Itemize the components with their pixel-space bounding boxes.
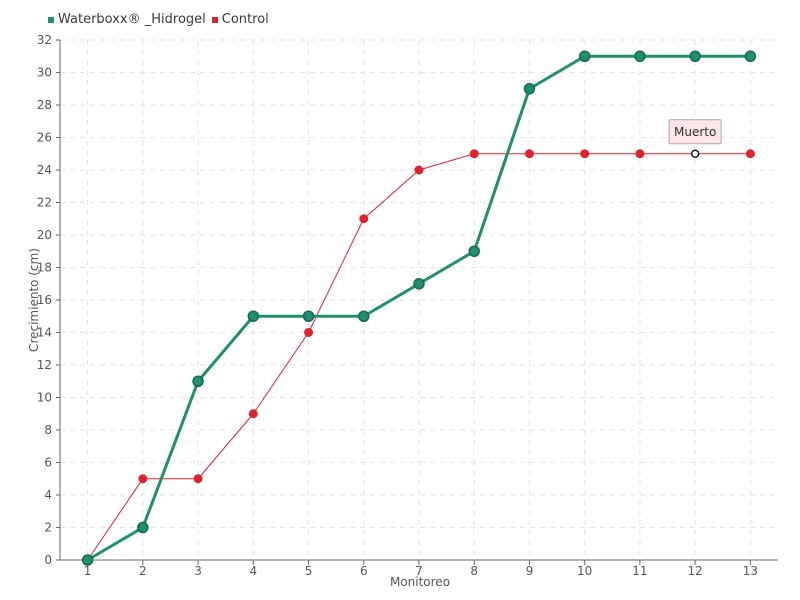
data-point-waterboxx-hidrogel — [578, 50, 591, 62]
legend-item-waterboxx[interactable]: Waterboxx® _Hidrogel — [48, 12, 206, 27]
data-point-waterboxx-hidrogel — [689, 50, 701, 62]
x-tick-label: 5 — [305, 564, 313, 578]
x-axis-title: Monitoreo — [390, 575, 450, 589]
y-tick-label: 18 — [37, 261, 52, 275]
y-tick-label: 20 — [37, 228, 52, 242]
data-point-control — [414, 165, 424, 175]
annotation-label: Muerto — [674, 125, 716, 139]
legend-label-control: Control — [221, 12, 269, 27]
data-point-control — [635, 149, 645, 159]
legend: Waterboxx® _Hidrogel Control — [48, 12, 269, 27]
x-tick-label: 10 — [577, 564, 592, 578]
y-tick-label: 14 — [37, 326, 52, 340]
y-tick-label: 24 — [37, 163, 52, 177]
data-point-control — [359, 214, 369, 224]
x-tick-label: 12 — [688, 564, 703, 578]
series-layer — [81, 50, 757, 566]
data-point-control — [524, 149, 534, 159]
data-point-waterboxx-hidrogel — [523, 83, 536, 95]
data-point-control — [469, 149, 479, 159]
data-point-waterboxx-hidrogel — [413, 278, 425, 290]
legend-swatch-control — [211, 16, 218, 23]
x-tick-label: 11 — [632, 564, 647, 578]
legend-swatch-waterboxx — [48, 16, 54, 23]
data-point-control — [248, 409, 258, 419]
data-point-control — [138, 474, 148, 484]
y-tick-label: 2 — [44, 521, 52, 535]
data-point-waterboxx-hidrogel — [137, 521, 149, 534]
data-point-waterboxx-hidrogel — [634, 50, 646, 62]
y-tick-label: 8 — [44, 423, 52, 437]
x-tick-label: 9 — [526, 564, 534, 578]
legend-item-control[interactable]: Control — [211, 12, 269, 27]
y-tick-label: 6 — [44, 456, 52, 470]
data-point-control — [580, 149, 590, 159]
grid-lines — [60, 39, 778, 560]
data-point-control — [690, 149, 700, 158]
data-point-waterboxx-hidrogel — [192, 375, 204, 387]
x-tick-label: 2 — [139, 564, 147, 578]
data-point-control — [193, 474, 203, 484]
legend-label-waterboxx: Waterboxx® _Hidrogel — [58, 12, 206, 27]
y-tick-label: 12 — [37, 358, 52, 372]
y-tick-label: 4 — [44, 488, 52, 502]
data-point-control — [745, 149, 755, 159]
x-tick-label: 1 — [84, 564, 92, 578]
annotation-box — [668, 119, 722, 145]
y-tick-label: 0 — [44, 553, 52, 567]
x-tick-label: 3 — [194, 564, 202, 578]
y-tick-label: 16 — [37, 293, 52, 307]
data-point-control — [304, 328, 314, 337]
y-tick-label: 22 — [37, 196, 52, 210]
data-point-waterboxx-hidrogel — [302, 310, 315, 322]
y-tick-label: 28 — [37, 98, 52, 112]
data-point-waterboxx-hidrogel — [358, 310, 370, 322]
data-point-waterboxx-hidrogel — [81, 554, 94, 566]
data-point-waterboxx-hidrogel — [247, 310, 260, 322]
data-point-waterboxx-hidrogel — [744, 50, 757, 62]
y-tick-label: 10 — [37, 391, 52, 405]
y-axis-title: Crecimiento (cm) — [27, 248, 41, 352]
x-tick-label: 6 — [360, 564, 368, 578]
data-point-waterboxx-hidrogel — [468, 245, 480, 257]
x-tick-label: 4 — [249, 564, 257, 578]
y-tick-label: 26 — [37, 131, 52, 145]
y-tick-label: 32 — [37, 33, 52, 47]
y-tick-label: 30 — [37, 66, 52, 80]
annotation-layer: Muerto — [668, 119, 722, 145]
x-tick-label: 13 — [743, 564, 758, 578]
x-tick-label: 8 — [470, 564, 478, 578]
x-tick-label: 7 — [415, 564, 423, 578]
